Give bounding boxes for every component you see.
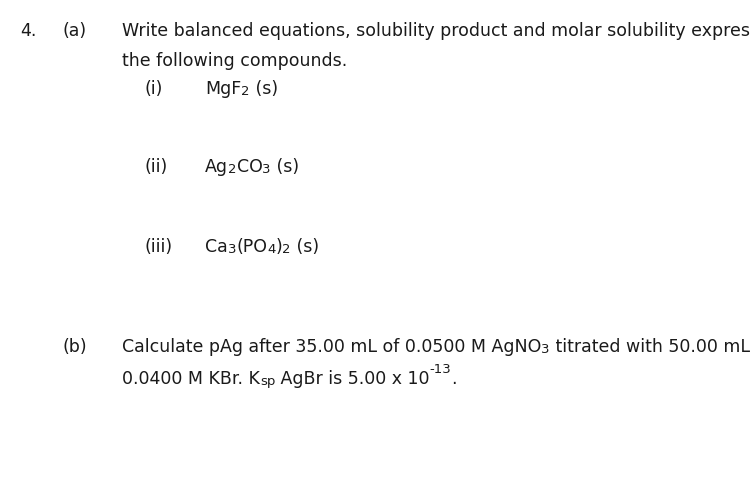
Text: (ii): (ii) <box>145 158 168 176</box>
Text: 0.0400 M KBr. K: 0.0400 M KBr. K <box>122 370 260 388</box>
Text: (s): (s) <box>271 158 299 176</box>
Text: 3: 3 <box>542 343 550 356</box>
Text: AgBr is 5.00 x 10: AgBr is 5.00 x 10 <box>275 370 430 388</box>
Text: 2: 2 <box>228 163 236 176</box>
Text: CO: CO <box>236 158 262 176</box>
Text: 2: 2 <box>242 85 250 98</box>
Text: (s): (s) <box>250 80 278 98</box>
Text: .: . <box>452 370 457 388</box>
Text: (i): (i) <box>145 80 164 98</box>
Text: 2: 2 <box>282 243 291 256</box>
Text: (PO: (PO <box>236 238 267 256</box>
Text: Ca: Ca <box>205 238 228 256</box>
Text: ): ) <box>276 238 282 256</box>
Text: 4: 4 <box>267 243 276 256</box>
Text: -13: -13 <box>430 363 451 376</box>
Text: 4.: 4. <box>20 22 36 40</box>
Text: titrated with 50.00 mL of: titrated with 50.00 mL of <box>550 338 750 356</box>
Text: (s): (s) <box>291 238 319 256</box>
Text: (iii): (iii) <box>145 238 173 256</box>
Text: 3: 3 <box>262 163 271 176</box>
Text: Ag: Ag <box>205 158 228 176</box>
Text: Write balanced equations, solubility product and molar solubility expressions fo: Write balanced equations, solubility pro… <box>122 22 750 40</box>
Text: (b): (b) <box>62 338 86 356</box>
Text: MgF: MgF <box>205 80 242 98</box>
Text: the following compounds.: the following compounds. <box>122 52 347 70</box>
Text: 3: 3 <box>228 243 236 256</box>
Text: Calculate pAg after 35.00 mL of 0.0500 M AgNO: Calculate pAg after 35.00 mL of 0.0500 M… <box>122 338 542 356</box>
Text: sp: sp <box>260 375 275 388</box>
Text: (a): (a) <box>62 22 86 40</box>
